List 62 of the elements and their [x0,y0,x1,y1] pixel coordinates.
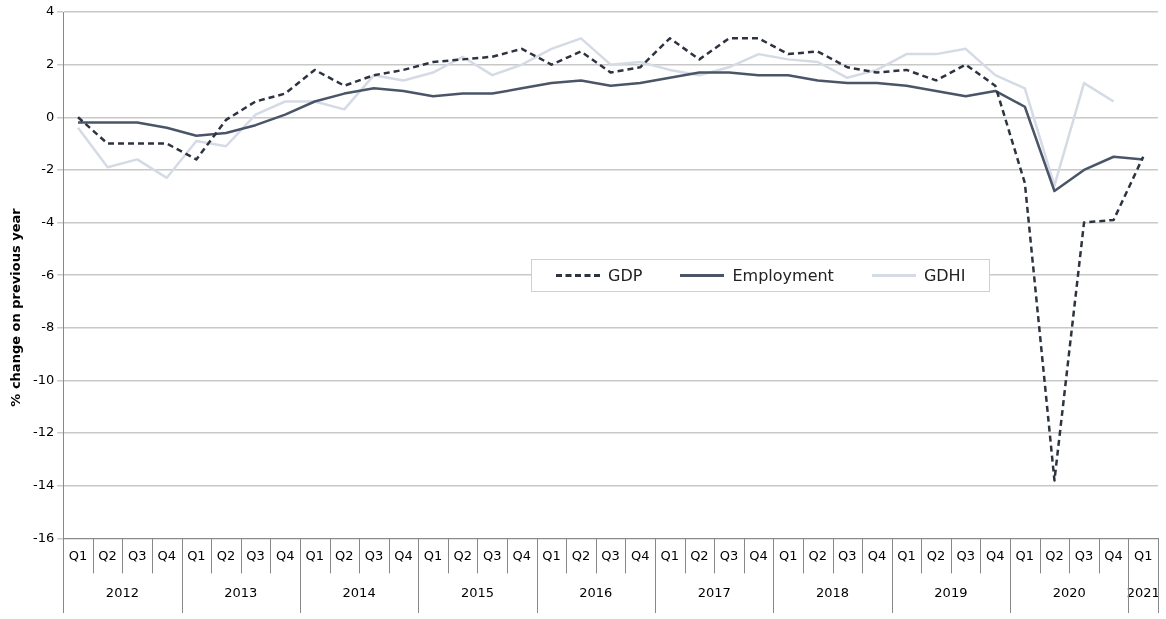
x-tick-label: Q4 [512,547,532,563]
y-tick-label: -2 [41,161,55,177]
x-tick-label: Q4 [986,547,1005,563]
x-tick-label: Q2 [216,547,236,563]
x-tick-label: Q3 [719,547,739,563]
x-tick-label: Q4 [1104,547,1123,563]
x-tick-label: Q4 [275,547,295,563]
y-tick-label: -12 [33,424,55,440]
y-tick-label: 4 [45,3,55,19]
text: 2013 [224,584,258,600]
text: 2017 [697,584,731,600]
x-tick-label: Q4 [749,547,768,563]
x-tick-label: Q1 [423,547,443,563]
y-tick-label: -10 [33,371,55,387]
text: 2018 [815,584,850,600]
x-tick-label: Q2 [335,547,354,563]
x-tick-label: Q2 [571,547,591,563]
x-tick-label: Q3 [1074,547,1094,563]
y-tick-label: -8 [41,319,55,335]
x-tick-label: Q1 [660,547,680,563]
x-tick-label: Q3 [838,547,857,563]
x-tick-label: Q1 [1015,547,1035,563]
y-tick-label: -14 [33,477,55,493]
x-tick-label: Q1 [778,547,798,563]
x-tick-label: Q4 [630,547,650,563]
y-tick-label: -6 [41,266,55,282]
x-tick-label: Q1 [68,547,88,563]
x-tick-label: Q2 [1045,547,1064,563]
x-tick-label: Q1 [305,547,324,563]
x-tick-label: Q3 [956,547,975,563]
y-tick-label: -4 [41,213,55,229]
text: 2020 [1052,584,1086,600]
x-tick-label: Q3 [364,547,384,563]
x-tick-label: Q4 [867,547,887,563]
text: 2014 [342,584,376,600]
x-tick-label: Q3 [483,547,502,563]
x-tick-label: Q2 [926,547,946,563]
legend-label: Employment [732,265,834,285]
x-tick-label: Q2 [453,547,472,563]
y-tick-label: -16 [33,529,55,545]
line-series [76,37,1145,482]
x-tick-label: Q1 [897,547,916,563]
x-tick-label: Q3 [601,547,620,563]
x-tick-label: Q4 [157,547,177,563]
x-tick-label: Q2 [690,547,709,563]
x-tick-label: Q1 [1133,547,1153,563]
x-tick-label: Q1 [187,547,206,563]
y-tick-label: 0 [45,108,55,124]
text: 2019 [934,584,968,600]
x-tick-label: Q3 [246,547,265,563]
text: 2015 [460,584,495,600]
x-tick-label: Q2 [808,547,827,563]
x-tick-label: Q3 [127,547,147,563]
x-tick-label: Q4 [394,547,413,563]
x-tick-label: Q2 [98,547,117,563]
y-tick-label: 2 [45,56,55,72]
legend-label: GDP [608,265,643,285]
x-tick-label: Q1 [542,547,561,563]
text: 2016 [579,584,613,600]
text: 2012 [105,584,139,600]
y-axis-title: % change on previous year [7,207,23,409]
legend-label: GDHI [923,265,966,285]
